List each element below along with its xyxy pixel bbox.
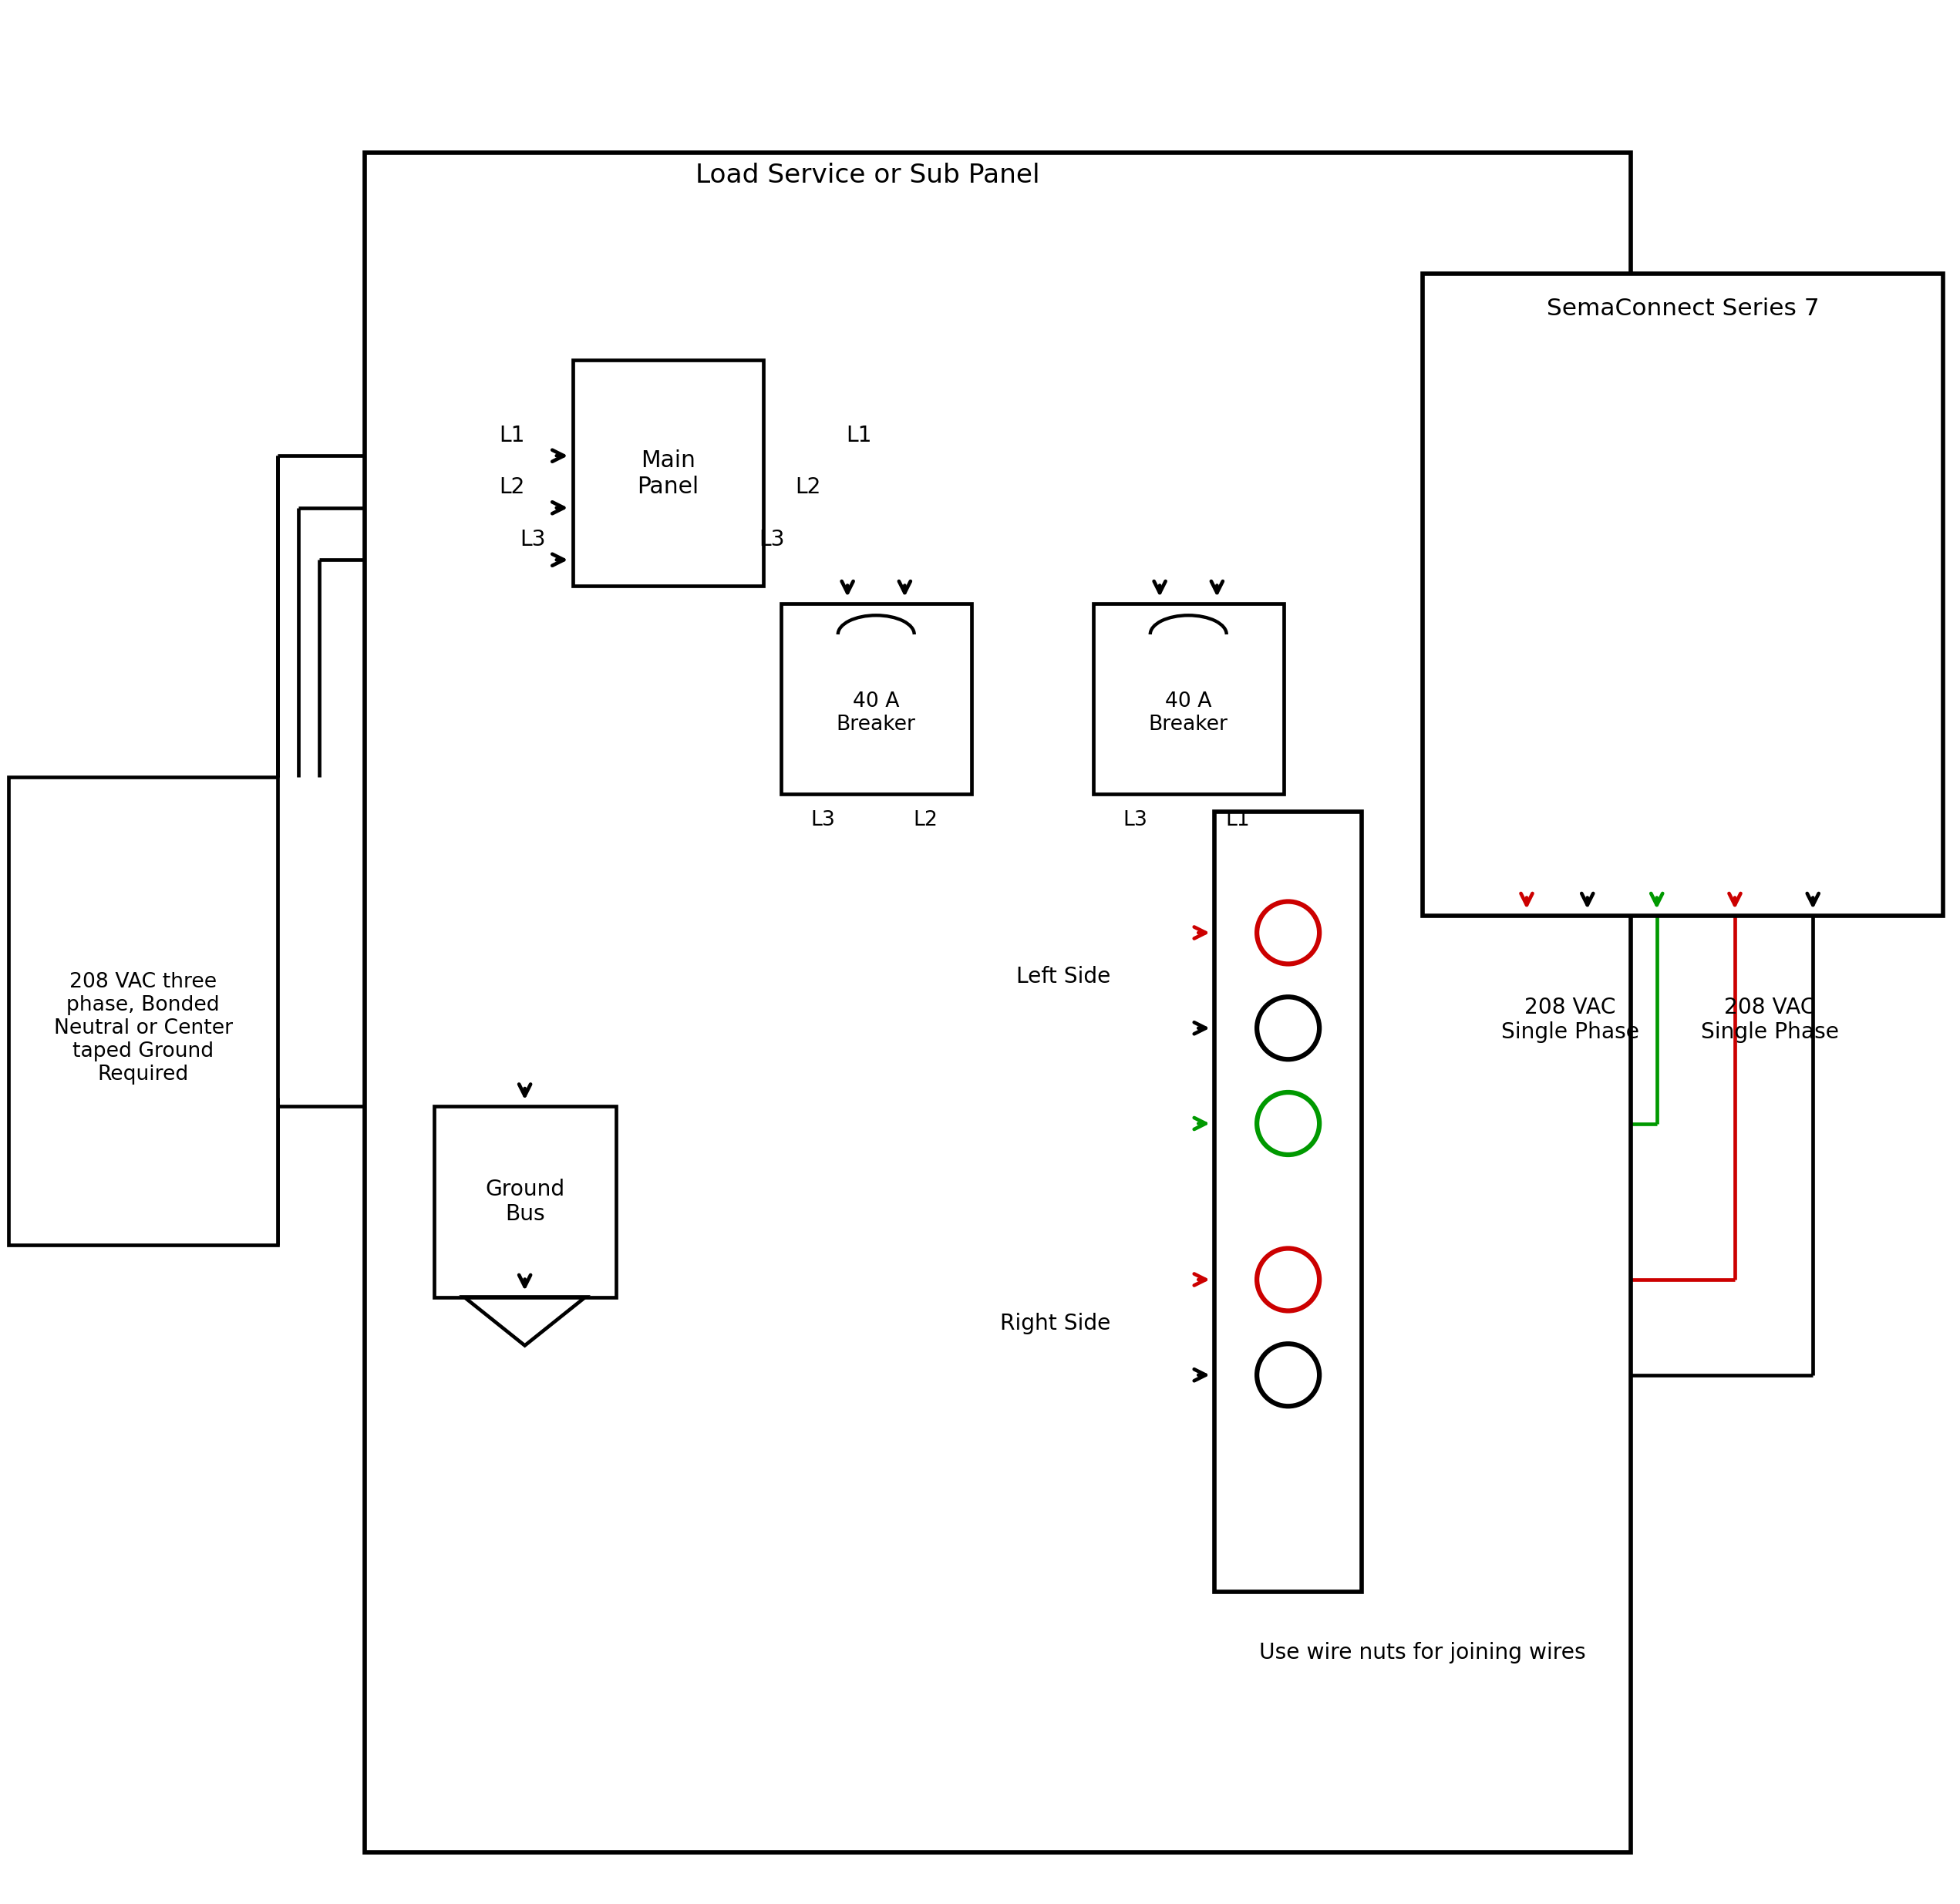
Text: 40 A
Breaker: 40 A Breaker bbox=[837, 691, 915, 735]
Text: L2: L2 bbox=[796, 476, 821, 499]
Text: Ground
Bus: Ground Bus bbox=[484, 1179, 564, 1224]
Text: 208 VAC
Single Phase: 208 VAC Single Phase bbox=[1699, 996, 1838, 1043]
Bar bbox=[780, 604, 972, 794]
Text: 40 A
Breaker: 40 A Breaker bbox=[1149, 691, 1227, 735]
Text: SemaConnect Series 7: SemaConnect Series 7 bbox=[1546, 297, 1819, 320]
Text: L1: L1 bbox=[498, 425, 525, 446]
Text: Left Side: Left Side bbox=[1015, 965, 1109, 986]
Bar bbox=[365, 152, 1631, 1853]
Text: L1: L1 bbox=[1225, 811, 1250, 830]
Text: 208 VAC three
phase, Bonded
Neutral or Center
taped Ground
Required: 208 VAC three phase, Bonded Neutral or C… bbox=[53, 973, 233, 1085]
Text: L3: L3 bbox=[811, 811, 835, 830]
Text: L3: L3 bbox=[759, 529, 784, 550]
Text: Main
Panel: Main Panel bbox=[637, 449, 698, 497]
Text: Right Side: Right Side bbox=[1000, 1312, 1109, 1335]
Text: L3: L3 bbox=[1123, 811, 1147, 830]
Bar bbox=[1423, 274, 1942, 916]
Bar bbox=[433, 1106, 615, 1297]
Bar bbox=[572, 360, 762, 586]
Text: Use wire nuts for joining wires: Use wire nuts for joining wires bbox=[1258, 1641, 1586, 1664]
Text: L3: L3 bbox=[519, 529, 545, 550]
Text: 208 VAC
Single Phase: 208 VAC Single Phase bbox=[1501, 996, 1639, 1043]
Bar bbox=[1094, 604, 1284, 794]
Text: L2: L2 bbox=[913, 811, 937, 830]
Text: L2: L2 bbox=[498, 476, 525, 499]
Text: L1: L1 bbox=[845, 425, 872, 446]
Bar bbox=[8, 777, 278, 1245]
Text: Load Service or Sub Panel: Load Service or Sub Panel bbox=[696, 162, 1039, 188]
Bar bbox=[1213, 811, 1362, 1592]
